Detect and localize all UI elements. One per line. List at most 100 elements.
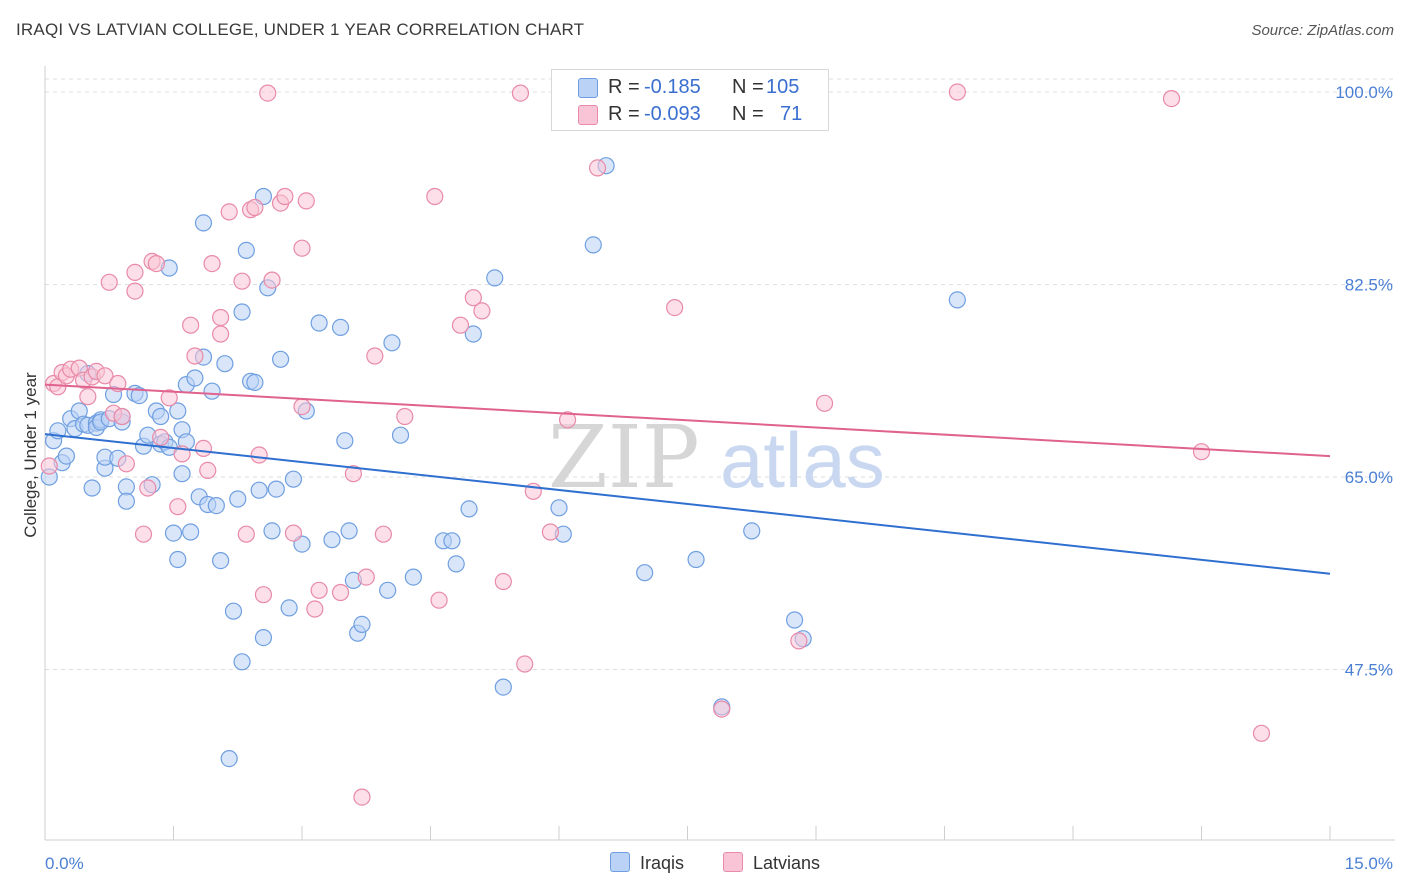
x-tick-labels: 0.0% 15.0%: [45, 854, 1393, 873]
iraqis-point: [220, 749, 238, 768]
latvians-point: [344, 465, 362, 483]
n-value: 105: [766, 76, 800, 98]
n-label: N =: [732, 103, 764, 125]
chart-title: IRAQI VS LATVIAN COLLEGE, UNDER 1 YEAR C…: [16, 20, 585, 39]
iraqis-point: [233, 303, 251, 321]
r-value: -0.093: [644, 103, 701, 125]
iraqis-point: [331, 318, 350, 336]
iraqis-point: [687, 550, 705, 569]
iraqis-point: [785, 611, 804, 629]
n-label: N =: [732, 76, 764, 98]
latvians-point: [331, 583, 350, 602]
iraqis-point: [550, 499, 568, 517]
latvians-point: [40, 457, 58, 475]
y-tick-label: 82.5%: [1345, 276, 1393, 295]
iraqis-point: [203, 382, 221, 400]
iraqis-point: [280, 599, 298, 617]
legend-label-iraqis: Iraqis: [640, 853, 685, 873]
latvians-point: [464, 289, 482, 307]
iraqis-point: [284, 470, 303, 488]
latvians-point: [1162, 89, 1181, 108]
iraqis-point: [83, 479, 101, 497]
latvians-point: [310, 581, 328, 599]
latvians-point: [117, 455, 135, 473]
latvians-point: [220, 203, 238, 221]
latvians-point: [152, 428, 170, 446]
latvians-point: [353, 788, 371, 806]
iraqis-point: [263, 522, 281, 540]
iraqis-point: [57, 447, 76, 465]
latvians-point: [357, 568, 375, 586]
iraqis-point: [336, 432, 354, 450]
y-tick-labels: 100.0% 82.5% 65.0% 47.5%: [1335, 83, 1393, 680]
latvians-point: [139, 479, 157, 497]
legend-item-iraqis[interactable]: Iraqis: [610, 852, 684, 874]
latvians-point: [713, 700, 731, 718]
legend-row-iraqis: R = -0.185 N = 105: [552, 73, 828, 101]
latvians-point: [790, 632, 808, 650]
trend-lines: [44, 383, 1331, 575]
latvians-point: [79, 388, 97, 406]
latvians-point: [666, 299, 684, 317]
iraqis-point: [948, 291, 966, 309]
latvians-point: [160, 389, 178, 407]
legend-label-latvians: Latvians: [753, 853, 821, 873]
iraqis-point: [443, 532, 461, 550]
latvians-point: [199, 461, 217, 479]
iraqis-point: [152, 407, 170, 426]
latvians-point: [284, 524, 303, 542]
latvians-point: [815, 394, 834, 412]
r-value: -0.185: [644, 76, 701, 98]
latvians-point: [948, 83, 966, 101]
iraqis-point: [636, 564, 654, 582]
latvians-point: [297, 192, 315, 210]
latvians-point: [494, 572, 512, 591]
iraqis-point: [310, 314, 328, 332]
iraqis-point: [169, 402, 187, 420]
latvians-swatch: [578, 105, 598, 125]
latvians-point: [250, 446, 268, 464]
latvians-point: [263, 271, 281, 289]
iraqis-point: [250, 481, 268, 499]
y-tick-label: 100.0%: [1335, 83, 1393, 102]
iraqis-point: [460, 500, 478, 518]
y-axis-label: College, Under 1 year: [21, 372, 40, 538]
latvians-legend-swatch: [723, 852, 743, 872]
latvians-point: [254, 586, 273, 604]
latvians-point: [96, 367, 114, 385]
series-legend: Iraqis Latvians: [0, 852, 1406, 878]
latvians-point: [511, 84, 530, 102]
latvians-point: [186, 347, 204, 365]
latvians-point: [276, 187, 294, 206]
iraqis-trend-line: [44, 433, 1331, 575]
latvians-point: [541, 523, 560, 541]
legend-item-latvians[interactable]: Latvians: [723, 852, 820, 874]
latvians-point: [182, 316, 200, 334]
iraqis-point: [494, 678, 512, 696]
latvians-point: [203, 255, 221, 273]
iraqis-point: [267, 480, 285, 498]
latvians-trend-line: [44, 383, 1331, 458]
latvians-point: [374, 525, 392, 543]
iraqis-point: [130, 387, 148, 405]
iraqis-point: [379, 581, 397, 599]
latvians-point: [588, 159, 607, 177]
iraqis-point: [447, 555, 465, 573]
data-points: [40, 83, 1271, 806]
latvians-point: [246, 198, 264, 217]
latvians-point: [169, 498, 187, 516]
iraqis-point: [323, 531, 341, 549]
latvians-point: [134, 525, 153, 543]
latvians-point: [126, 263, 144, 281]
y-tick-label: 47.5%: [1345, 661, 1393, 680]
latvians-point: [396, 407, 414, 426]
iraqis-point: [246, 373, 264, 391]
latvians-point: [430, 591, 448, 609]
r-label: R =: [608, 103, 640, 125]
iraqis-point: [254, 628, 273, 647]
iraqis-point: [233, 653, 251, 671]
latvians-point: [233, 272, 251, 290]
latvians-point: [451, 316, 470, 334]
iraqis-point: [353, 615, 371, 634]
